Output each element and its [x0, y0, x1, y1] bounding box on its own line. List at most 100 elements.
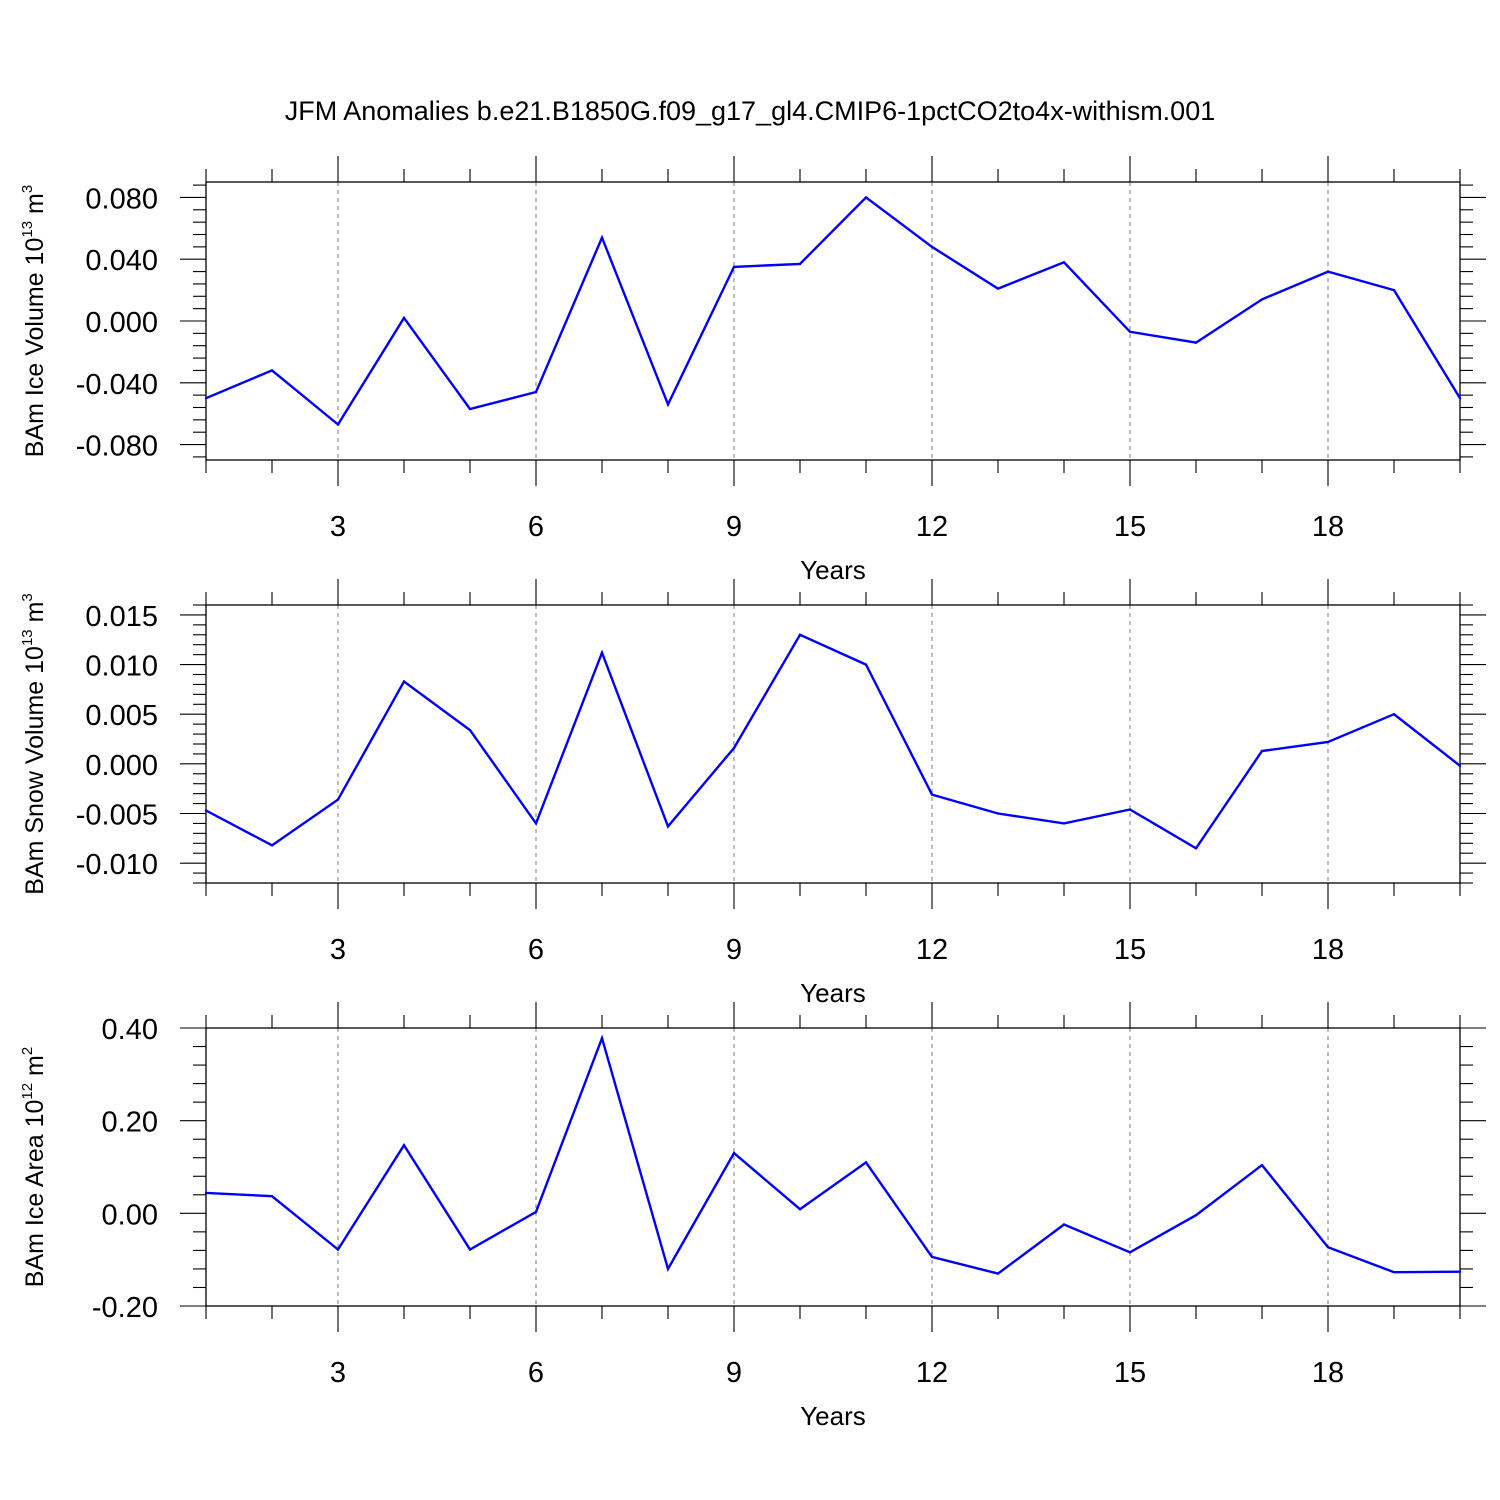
y-tick-label: 0.40: [102, 1014, 158, 1046]
data-point: [1260, 749, 1264, 753]
data-point: [270, 1194, 274, 1198]
data-point: [468, 1248, 472, 1251]
x-tick-label: 3: [330, 511, 346, 543]
data-point: [204, 397, 208, 400]
y-tick-label: 0.000: [85, 750, 158, 782]
data-point: [1062, 822, 1066, 825]
panel-2: 3 6 9 12 15 18 Years -0.010 -0.005 0.000 0.005 0.01…: [19, 579, 1486, 1008]
data-point: [996, 812, 1000, 815]
data-point: [930, 1255, 934, 1259]
y-axis-label: BAm Snow Volume 1013 m3: [19, 593, 49, 895]
figure-title: JFM Anomalies b.e21.B1850G.f09_g17_gl4.C…: [285, 96, 1216, 126]
y-axis-label-unit: m: [21, 193, 49, 221]
x-tick-label: 3: [330, 934, 346, 966]
x-tick-label: 6: [528, 934, 544, 966]
data-point: [534, 822, 538, 825]
y-tick-label: -0.20: [92, 1292, 158, 1324]
x-tick-label: 6: [528, 1357, 544, 1389]
y-tick-label: 0.080: [85, 183, 158, 215]
y-tick-label: 0.040: [85, 245, 158, 277]
y-axis-label-exponent: 13: [19, 221, 36, 238]
data-point: [732, 1151, 736, 1155]
y-axis-label-unit: m: [21, 602, 49, 630]
data-point: [1260, 1163, 1264, 1167]
data-point: [1326, 1245, 1330, 1249]
y-axis-label-unit-exponent: 3: [19, 593, 36, 601]
data-point: [1326, 270, 1330, 273]
x-tick-label: 12: [916, 511, 948, 543]
data-point: [270, 844, 274, 847]
x-axis-label: Years: [800, 555, 866, 585]
data-point: [1128, 808, 1132, 811]
data-point: [1392, 1270, 1396, 1274]
data-point: [732, 265, 736, 269]
data-point: [534, 390, 538, 394]
data-point: [600, 236, 604, 239]
data-point: [270, 369, 274, 372]
data-point: [468, 407, 472, 411]
data-point: [336, 1248, 340, 1251]
y-tick-label: -0.040: [76, 369, 158, 401]
x-tick-label: 9: [726, 1357, 742, 1389]
data-point: [1392, 713, 1396, 716]
y-axis-label-text: BAm Ice Area 10: [21, 1100, 49, 1288]
x-tick-label: 9: [726, 934, 742, 966]
data-point: [402, 1144, 406, 1147]
data-point: [930, 793, 934, 796]
data-point: [336, 798, 340, 801]
y-tick-label: 0.015: [85, 601, 158, 633]
y-axis-label-text: BAm Snow Volume 10: [21, 646, 49, 895]
data-point: [600, 651, 604, 654]
data-point: [204, 1191, 208, 1195]
data-point: [930, 245, 934, 249]
y-tick-label: -0.005: [76, 800, 158, 832]
data-point: [1062, 1223, 1066, 1226]
data-point: [600, 1036, 604, 1040]
x-tick-label: 6: [528, 511, 544, 543]
x-tick-label: 12: [916, 1357, 948, 1389]
x-tick-label: 12: [916, 934, 948, 966]
data-point: [402, 680, 406, 683]
y-tick-label: 0.20: [102, 1107, 158, 1139]
data-point: [1458, 1270, 1462, 1273]
data-point: [1194, 341, 1198, 344]
y-axis-label-text: BAm Ice Volume 10: [21, 238, 49, 458]
y-axis-label-unit-exponent: 3: [19, 185, 36, 193]
x-tick-label: 15: [1114, 934, 1146, 966]
data-point: [1194, 847, 1198, 850]
data-point: [1194, 1213, 1198, 1217]
series-line: [205, 1034, 1461, 1275]
data-point: [798, 262, 802, 266]
data-point: [798, 633, 802, 636]
x-tick-label: 18: [1312, 1357, 1344, 1389]
x-tick-label: 9: [726, 511, 742, 543]
y-axis-label-unit: m: [21, 1055, 49, 1083]
y-tick-label: 0.010: [85, 651, 158, 683]
data-point: [996, 1272, 1000, 1275]
data-point: [1260, 298, 1264, 301]
data-point: [204, 809, 208, 812]
data-point: [798, 1207, 802, 1211]
data-point: [1128, 330, 1132, 334]
data-point: [1392, 288, 1396, 292]
y-tick-label: -0.010: [76, 849, 158, 881]
y-axis-label-exponent: 13: [19, 629, 36, 646]
data-point: [666, 403, 670, 406]
data-point: [864, 1161, 868, 1164]
data-point: [996, 287, 1000, 290]
panel-3: 3 6 9 12 15 18 Years -0.20 0.00 0.20 0.40 BAm Ice A…: [19, 1002, 1486, 1431]
y-axis-label-exponent: 12: [19, 1083, 36, 1100]
x-tick-label: 3: [330, 1357, 346, 1389]
data-point: [336, 423, 340, 426]
data-point: [468, 728, 472, 732]
data-point: [1458, 397, 1462, 400]
data-point: [534, 1210, 538, 1214]
x-axis-label: Years: [800, 978, 866, 1008]
panels: 3 6 9 12 15 18 Years -0.080 -0.040 0.000 0.040 0.08…: [19, 156, 1486, 1431]
series-line: [205, 633, 1461, 850]
plot-frame: [205, 1027, 1461, 1307]
x-tick-label: 18: [1312, 511, 1344, 543]
y-tick-label: 0.000: [85, 307, 158, 339]
data-point: [666, 825, 670, 828]
